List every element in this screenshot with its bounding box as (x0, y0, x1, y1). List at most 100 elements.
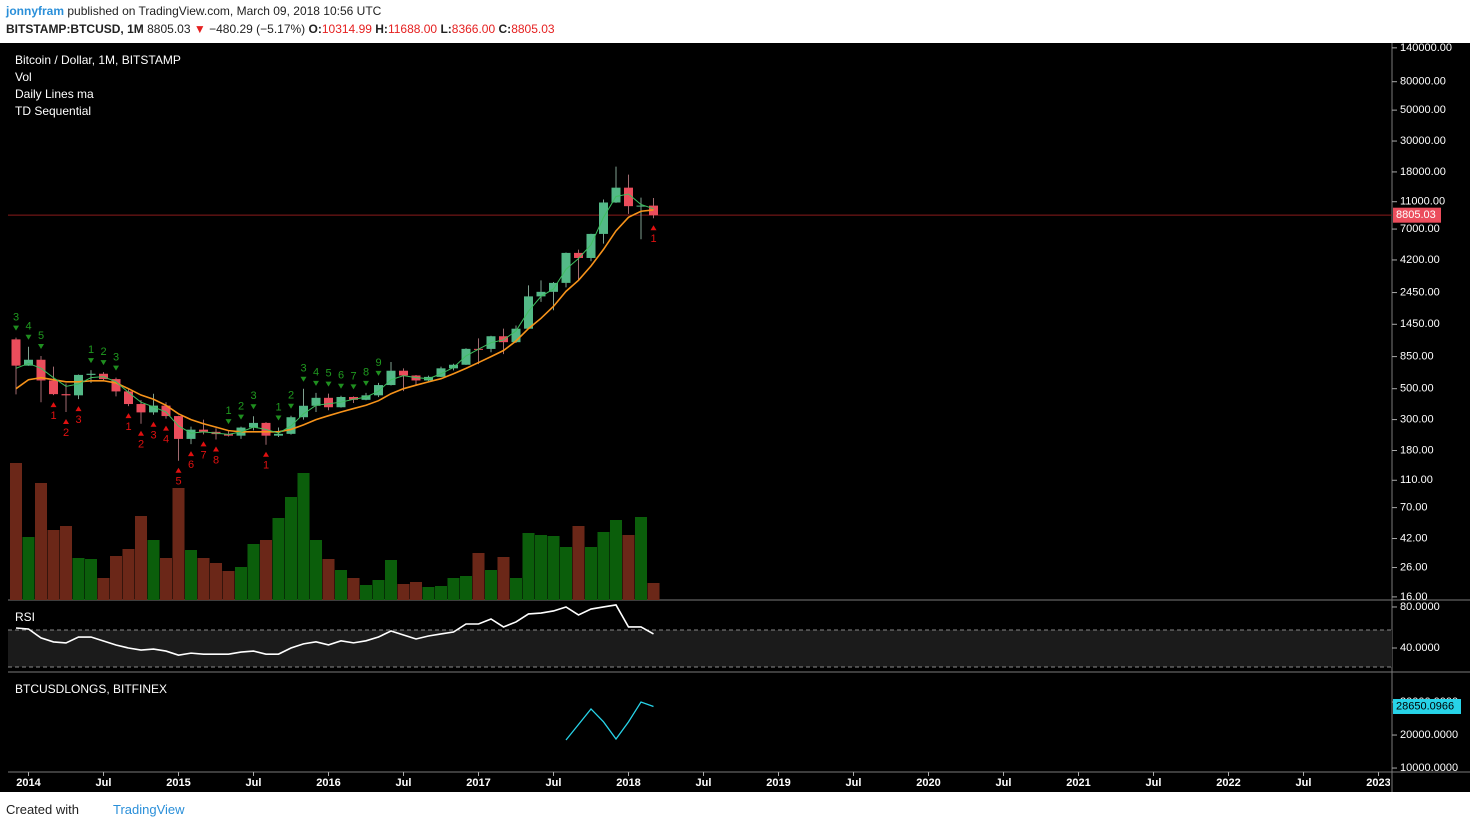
y-tick-label: 140000.00 (1400, 42, 1452, 54)
last-price-box (1393, 207, 1441, 223)
l: 8366.00 (451, 22, 496, 36)
quote-line: BITSTAMP:BTCUSD, 1M 8805.03 ▼ −480.29 (−… (6, 22, 555, 36)
td-count: 9 (375, 357, 381, 369)
chart: Bitcoin / Dollar, 1M, BITSTAMP Vol Daily… (0, 42, 1470, 792)
volume-bar (110, 556, 122, 600)
td-arrow (38, 343, 44, 349)
arrow: ▼ (193, 22, 206, 36)
volume-bar (160, 558, 172, 600)
candle-body (24, 359, 33, 366)
y-tick-label: 180.00 (1400, 444, 1434, 456)
td-arrow (113, 365, 119, 371)
candle-body (249, 422, 258, 428)
volume-bar (260, 540, 272, 600)
volume-bar (172, 488, 185, 600)
candle-body (549, 282, 558, 292)
td-arrow (50, 402, 57, 408)
x-tick-label: Jul (996, 777, 1012, 789)
candle-body (274, 433, 283, 436)
candle-body (436, 368, 446, 377)
x-tick-label: 2022 (1216, 777, 1240, 789)
x-tick-label: Jul (246, 777, 262, 789)
x-tick-label: Jul (1146, 777, 1162, 789)
td-count: 2 (63, 427, 69, 439)
volume-bar (322, 559, 335, 600)
candle-body (636, 205, 646, 207)
td-count: 1 (650, 233, 656, 245)
volume-bar (10, 463, 22, 600)
volume-bar (135, 516, 147, 600)
y-tick-label: 10000.0000 (1400, 762, 1458, 774)
td-count: 5 (175, 476, 181, 488)
td-arrow (138, 430, 144, 436)
y-tick-label: 4200.00 (1400, 254, 1440, 266)
candle-body (36, 359, 46, 381)
brand[interactable]: TradingView (112, 802, 185, 817)
y-tick-label: 40.0000 (1400, 642, 1440, 654)
x-tick-label: 2017 (466, 777, 490, 789)
x-tick-label: Jul (846, 777, 862, 789)
td-count: 2 (288, 390, 294, 402)
y-tick-label: 80.0000 (1400, 601, 1440, 613)
td-arrow (125, 413, 132, 419)
candle-body (536, 291, 546, 297)
x-tick-label: 2023 (1366, 777, 1390, 789)
y-tick-label: 7000.00 (1400, 223, 1440, 235)
y-tick-label: 2450.00 (1400, 286, 1440, 298)
td-arrow (325, 381, 332, 387)
volume-bar (610, 520, 622, 600)
td-arrow (225, 419, 232, 425)
legend-item: Daily Lines ma (15, 87, 94, 101)
volume-bar (310, 540, 322, 600)
td-count: 1 (88, 344, 94, 356)
author[interactable]: jonnyfram (6, 4, 65, 18)
volume-bar (97, 578, 110, 600)
last-price-label: 8805.03 (1396, 209, 1436, 221)
volume-bar (297, 473, 310, 600)
line-series (15, 604, 654, 657)
candle-body (499, 336, 508, 343)
candle-body (124, 391, 133, 405)
candle-body (61, 394, 71, 396)
volume-bar (272, 518, 285, 600)
td-count: 3 (75, 414, 81, 426)
volume-bar (22, 537, 35, 600)
y-tick-label: 300.00 (1400, 414, 1434, 426)
candle-body (224, 434, 233, 436)
candle-body (174, 416, 183, 439)
last: 8805.03 (147, 22, 191, 36)
td-arrow (163, 425, 169, 431)
x-tick-label: 2018 (616, 777, 640, 789)
volume-bar (535, 535, 547, 600)
volume-bar (385, 560, 397, 600)
td-arrow (63, 419, 69, 425)
candle-body (524, 296, 533, 329)
td-arrow (275, 415, 282, 421)
volume-bar (360, 585, 372, 600)
y-tick-label: 80000.00 (1400, 76, 1446, 88)
published: published on TradingView.com, March 09, … (67, 4, 382, 18)
x-tick-label: 2020 (916, 777, 940, 789)
candle-body (324, 397, 333, 408)
volume-bar (85, 559, 97, 600)
ma-line (15, 193, 654, 435)
volume-bar (510, 578, 522, 600)
td-count: 4 (163, 434, 169, 446)
line-series (565, 701, 654, 741)
td-arrow (13, 325, 19, 331)
td-count: 6 (338, 370, 344, 382)
volume-bar (547, 536, 560, 600)
volume-bar (235, 567, 247, 600)
candle-body (299, 405, 308, 418)
candle-body (311, 397, 321, 406)
volume-bar (122, 549, 135, 600)
td-count: 5 (38, 330, 44, 342)
volume-bar (285, 497, 297, 600)
td-count: 2 (238, 401, 244, 413)
td-count: 5 (325, 368, 331, 380)
c: 8805.03 (511, 22, 555, 36)
volume-bar (335, 570, 347, 600)
x-tick-label: 2016 (316, 777, 340, 789)
candle-body (49, 380, 58, 395)
candle-body (161, 405, 171, 417)
